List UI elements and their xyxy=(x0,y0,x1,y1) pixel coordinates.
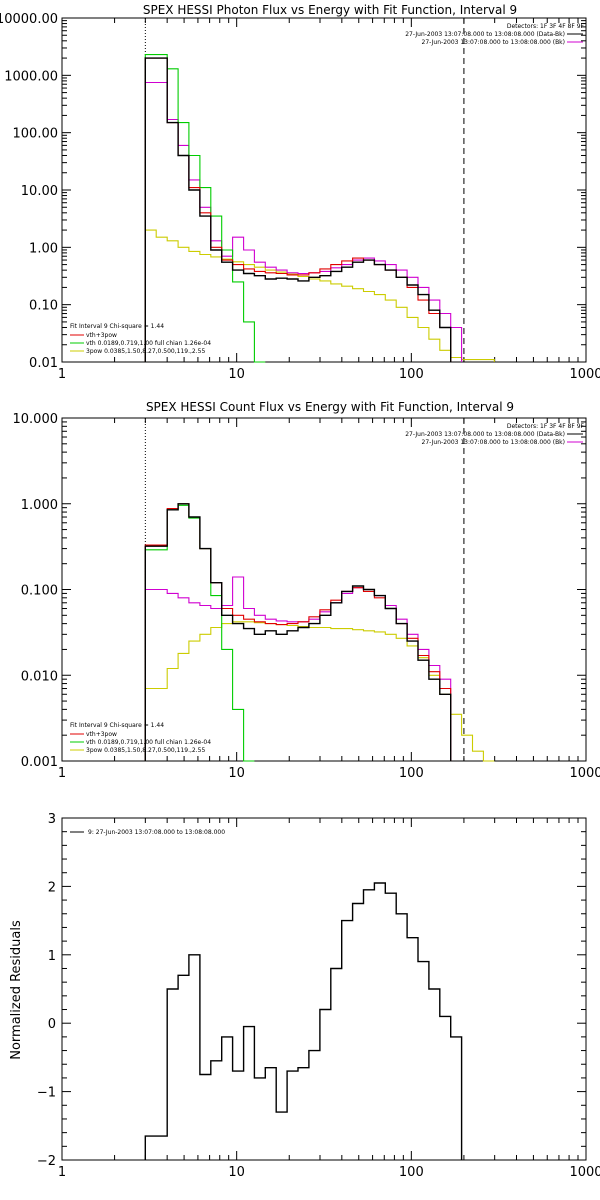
legend-label-vth: vth 0.0189,0.719,1.00 full chian 1.26e-0… xyxy=(86,739,211,746)
y-tick-label: −2 xyxy=(37,1154,56,1169)
x-tick-label: 1 xyxy=(58,1165,66,1180)
y-tick-label: 0.100 xyxy=(21,584,58,599)
y-tick-label: 1.00 xyxy=(29,241,58,256)
x-tick-label: 10 xyxy=(228,766,245,781)
x-tick-label: 100 xyxy=(399,367,424,382)
x-tick-label: 1 xyxy=(58,367,66,382)
panel-title: SPEX HESSI Count Flux vs Energy with Fit… xyxy=(146,400,514,414)
x-tick-label: 1000 xyxy=(569,766,600,781)
y-tick-label: 10000.00 xyxy=(0,12,58,27)
series-data xyxy=(144,57,452,362)
y-tick-label: 1 xyxy=(48,949,56,964)
photon-flux-panel: SPEX HESSI Photon Flux vs Energy with Fi… xyxy=(0,3,600,382)
legend-title: Fit Interval 9 Chi-square = 1.44 xyxy=(70,323,164,330)
y-tick-label: −1 xyxy=(37,1086,56,1101)
detector-text: Detectors: 1F 3F 4F 8F 9F xyxy=(507,423,585,430)
y-tick-label: 0.01 xyxy=(29,356,58,371)
legend-label-residuals: 9: 27-Jun-2003 13:07:08.000 to 13:08:08.… xyxy=(88,829,225,836)
legend-label-vth: vth 0.0189,0.719,1.00 full chian 1.26e-0… xyxy=(86,340,211,347)
legend-title: Fit Interval 9 Chi-square = 1.44 xyxy=(70,722,164,729)
y-tick-label: 10.00 xyxy=(21,184,58,199)
y-tick-label: 0.10 xyxy=(29,299,58,314)
y-tick-label: 0.001 xyxy=(21,755,58,770)
panel-title: SPEX HESSI Photon Flux vs Energy with Fi… xyxy=(143,3,517,17)
x-tick-label: 1 xyxy=(58,766,66,781)
x-tick-label: 1000 xyxy=(569,367,600,382)
time-range-bk: 27-Jun-2003 13:07:08.000 to 13:08:08.000… xyxy=(422,439,565,446)
y-axis-label: Normalized Residuals xyxy=(9,920,24,1060)
detector-text: Detectors: 1F 3F 4F 8F 9F xyxy=(507,23,585,30)
series-3pow xyxy=(144,229,495,362)
y-tick-label: 0 xyxy=(48,1017,56,1032)
y-tick-label: 2 xyxy=(48,880,56,895)
legend-label-fit: vth+3pow xyxy=(86,731,117,738)
series-data xyxy=(144,503,452,761)
residuals-panel: 9: 27-Jun-2003 13:07:08.000 to 13:08:08.… xyxy=(9,812,600,1180)
y-tick-label: 1.000 xyxy=(21,498,58,513)
y-tick-label: 100.00 xyxy=(13,127,59,142)
y-tick-label: 0.010 xyxy=(21,669,58,684)
series-residuals xyxy=(144,882,463,1160)
legend-label-fit: vth+3pow xyxy=(86,332,117,339)
y-tick-label: 1000.00 xyxy=(4,69,58,84)
x-tick-label: 1000 xyxy=(569,1165,600,1180)
time-range-data: 27-Jun-2003 13:07:08.000 to 13:08:08.000… xyxy=(405,431,565,438)
x-tick-label: 100 xyxy=(399,1165,424,1180)
y-tick-label: 3 xyxy=(48,812,56,827)
x-tick-label: 100 xyxy=(399,766,424,781)
x-tick-label: 10 xyxy=(228,367,245,382)
count-flux-panel: SPEX HESSI Count Flux vs Energy with Fit… xyxy=(13,400,600,781)
time-range-data: 27-Jun-2003 13:07:08.000 to 13:08:08.000… xyxy=(405,31,565,38)
x-tick-label: 10 xyxy=(228,1165,245,1180)
time-range-bk: 27-Jun-2003 13:07:08.000 to 13:08:08.000… xyxy=(422,39,565,46)
y-tick-label: 10.000 xyxy=(13,412,59,427)
plot-frame xyxy=(61,817,587,1161)
